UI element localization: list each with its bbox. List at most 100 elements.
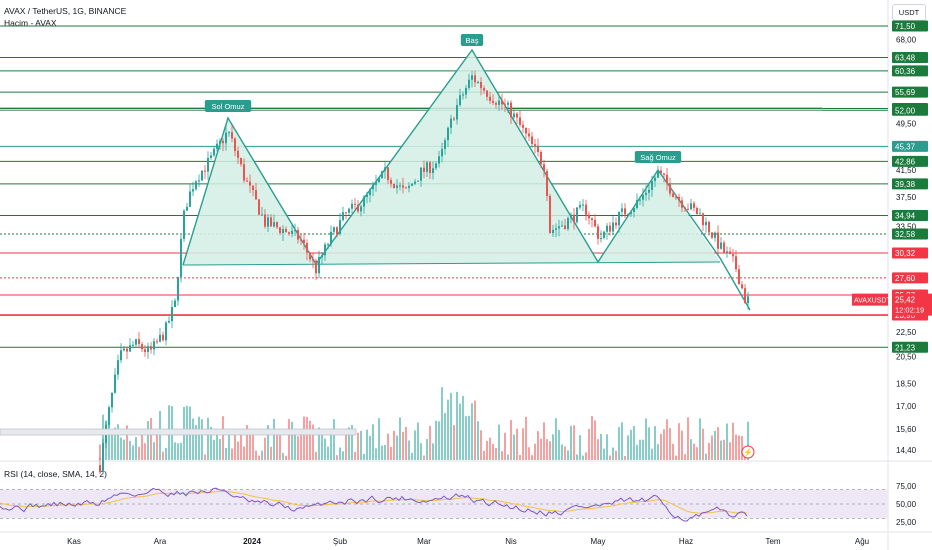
volume-bar	[135, 437, 137, 460]
level-tag	[892, 20, 928, 32]
candle-body	[522, 124, 524, 128]
level-tag	[892, 247, 928, 259]
candle-body	[297, 229, 299, 240]
volume-bar	[102, 414, 104, 460]
volume-bar	[465, 416, 467, 460]
candle-body	[207, 157, 209, 172]
candle-body	[708, 221, 710, 233]
volume-bar	[240, 434, 242, 460]
volume-bar	[486, 440, 488, 460]
candle-body	[153, 341, 155, 350]
candle-body	[690, 203, 692, 210]
volume-bar	[681, 430, 683, 460]
candle-body	[165, 322, 167, 341]
candle-body	[534, 144, 536, 146]
pattern-label-box	[634, 151, 682, 163]
volume-bar	[159, 410, 161, 460]
candle-body	[228, 132, 230, 134]
candle-body	[486, 90, 488, 97]
volume-bar	[132, 445, 134, 460]
volume-bar	[405, 426, 407, 460]
volume-bar	[216, 431, 218, 460]
volume-bar	[327, 446, 329, 460]
candle-body	[594, 219, 596, 227]
volume-bar	[495, 448, 497, 460]
volume-bar	[336, 455, 338, 460]
volume-bar	[597, 439, 599, 460]
pattern-fill	[183, 50, 720, 265]
candle-body	[600, 237, 602, 239]
candle-body	[198, 180, 200, 182]
price-tick-label: 18,50	[896, 380, 917, 389]
volume-bar	[513, 434, 515, 460]
candle-body	[558, 226, 560, 229]
level-tag	[892, 140, 928, 152]
candle-body	[474, 75, 476, 83]
candle-body	[441, 149, 443, 157]
level-tag	[892, 178, 928, 190]
volume-bar	[297, 436, 299, 460]
current-price-tag	[892, 293, 932, 316]
price-tick-label: 17,00	[896, 402, 917, 411]
candle-body	[729, 251, 731, 255]
pattern-label-box	[460, 34, 484, 46]
volume-bar	[522, 428, 524, 460]
volume-bar	[549, 441, 551, 460]
volume-bar	[393, 430, 395, 460]
volume-bar	[636, 444, 638, 460]
candle-body	[528, 133, 530, 137]
candle-body	[99, 465, 101, 472]
candle-body	[294, 229, 296, 231]
volume-bar	[540, 438, 542, 460]
candle-body	[672, 193, 674, 197]
level-tag	[892, 209, 928, 221]
volume-bar	[243, 446, 245, 460]
price-tick-label: 68,00	[896, 35, 917, 44]
candle-body	[150, 346, 152, 350]
candle-body	[408, 185, 410, 188]
candle-body	[720, 242, 722, 249]
volume-label: Hacim - AVAX	[4, 18, 57, 28]
level-tag	[892, 86, 928, 98]
candle-body	[507, 102, 509, 105]
candle-body	[597, 226, 599, 239]
volume-bar	[141, 432, 143, 460]
candle-body	[321, 255, 323, 258]
candle-body	[465, 87, 467, 95]
time-tick-label: Kas	[67, 537, 81, 546]
volume-bar	[357, 432, 359, 460]
candle-body	[279, 227, 281, 233]
volume-bar	[396, 435, 398, 460]
volume-bar	[426, 438, 428, 460]
symbol-tag	[852, 293, 888, 306]
volume-bar	[429, 425, 431, 460]
candle-body	[561, 225, 563, 227]
rsi-tick-label: 50,00	[896, 500, 917, 509]
candle-body	[648, 189, 650, 193]
time-tick-label: Tem	[765, 537, 780, 546]
candle-body	[669, 183, 671, 194]
candle-body	[126, 348, 128, 352]
candle-body	[282, 229, 284, 233]
candle-body	[405, 187, 407, 189]
volume-bar	[231, 448, 233, 460]
volume-bar	[525, 416, 527, 460]
volume-bar	[333, 419, 335, 460]
candle-body	[381, 171, 383, 179]
volume-bar	[615, 450, 617, 460]
volume-bar	[279, 430, 281, 460]
volume-bar	[198, 416, 200, 460]
candle-body	[183, 210, 185, 239]
volume-bar	[222, 416, 224, 460]
price-tick-label: 37,50	[896, 193, 917, 202]
candle-body	[495, 102, 497, 105]
volume-bar	[534, 443, 536, 460]
volume-bar	[342, 451, 344, 460]
volume-bar	[600, 433, 602, 460]
pattern-label: Sağ Omuz	[640, 153, 676, 162]
candle-body	[273, 222, 275, 227]
candle-body	[453, 118, 455, 120]
volume-bar	[504, 432, 506, 460]
candle-body	[402, 185, 404, 188]
